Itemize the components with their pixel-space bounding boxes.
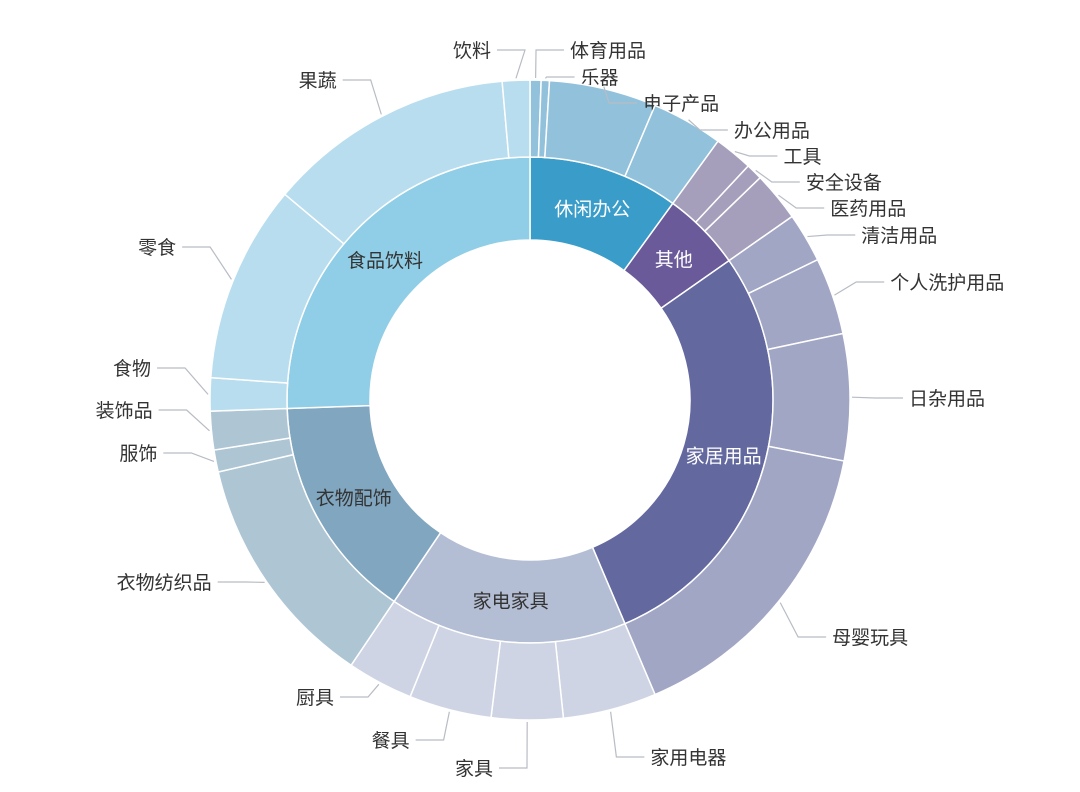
leader-line [807,235,855,237]
outer-label: 安全设备 [806,172,882,194]
outer-label: 清洁用品 [861,225,937,247]
outer-label: 果蔬 [299,70,337,92]
leader-line [545,77,574,78]
leader-line [497,50,525,78]
inner-label: 其他 [655,249,693,271]
leader-line [499,722,527,768]
inner-label: 食品饮料 [347,250,423,272]
outer-label: 个人洗护用品 [890,272,1004,294]
outer-label: 饮料 [453,40,491,62]
outer-label: 家具 [455,758,493,780]
leader-line [159,410,210,431]
inner-label: 家居用品 [686,446,762,468]
leader-line [157,368,208,394]
outer-label: 体育用品 [570,40,646,62]
outer-label: 医药用品 [830,198,906,220]
outer-label: 服饰 [119,443,157,465]
leader-line [735,152,778,156]
outer-label: 日杂用品 [909,388,985,410]
outer-label: 食物 [113,358,151,380]
inner-label: 休闲办公 [554,198,630,220]
outer-label: 工具 [783,146,821,168]
outer-label: 办公用品 [734,120,810,142]
outer-segment[interactable] [768,333,850,461]
outer-label: 装饰品 [96,400,153,422]
outer-segment[interactable] [491,641,563,720]
leader-line [182,247,231,279]
leader-line [611,712,645,757]
leader-line [834,282,884,295]
inner-label: 衣物配饰 [316,488,392,510]
outer-label: 厨具 [296,687,334,709]
outer-label: 餐具 [372,730,410,752]
outer-label: 家用电器 [650,747,726,769]
leader-line [780,603,826,637]
outer-label: 衣物纺织品 [117,572,212,594]
leader-line [416,712,450,740]
leader-line [852,397,903,398]
leader-line [340,684,379,697]
outer-label: 母婴玩具 [832,627,908,649]
inner-label: 家电家具 [473,591,549,613]
outer-label: 零食 [138,237,176,259]
leader-line [536,50,564,78]
leader-line [163,453,214,461]
leader-line [343,80,382,114]
